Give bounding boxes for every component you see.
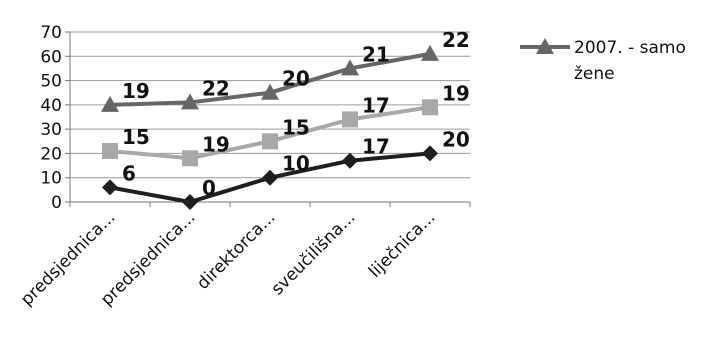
data-label: 6	[122, 161, 136, 185]
y-tick-label: 20	[40, 144, 62, 164]
data-label: 20	[282, 67, 310, 91]
legend-label-line1: 2007. - samo	[574, 38, 686, 58]
series-2	[102, 99, 438, 167]
series-3	[101, 44, 439, 112]
x-category-label: sveučilišna...	[268, 207, 360, 299]
y-tick-label: 10	[40, 169, 62, 189]
triangle-marker	[181, 93, 199, 110]
y-tick-label: 50	[40, 72, 62, 92]
data-label: 19	[202, 132, 230, 156]
triangle-marker	[101, 95, 119, 112]
diamond-marker	[342, 152, 358, 169]
square-marker	[102, 143, 118, 159]
y-axis: 0 10 20 30 40 50 60 70	[40, 23, 71, 213]
legend: 2007. - samo žene	[520, 38, 686, 84]
y-tick-label: 60	[40, 47, 62, 67]
square-marker	[342, 111, 358, 128]
triangle-marker	[341, 59, 359, 76]
legend-label-line2: žene	[574, 64, 615, 84]
x-category-label: direktorca...	[193, 207, 279, 293]
data-label: 17	[362, 93, 390, 117]
data-labels: 6 0 10 17 20 15 19 15 17 19 19 22 20 21 22	[122, 28, 470, 200]
data-label: 22	[202, 76, 230, 100]
diamond-marker	[182, 194, 198, 210]
square-marker	[262, 133, 278, 150]
data-label: 20	[442, 127, 470, 151]
data-label: 15	[282, 115, 310, 139]
y-tick-label: 40	[40, 96, 62, 116]
data-label: 19	[442, 81, 470, 105]
triangle-marker	[261, 83, 279, 100]
data-label: 10	[282, 152, 310, 176]
x-category-label: liječnica...	[365, 207, 440, 282]
diamond-marker	[102, 179, 118, 196]
data-label: 19	[122, 79, 150, 103]
y-tick-label: 30	[40, 120, 62, 140]
diamond-marker	[262, 169, 278, 186]
triangle-marker	[421, 44, 439, 61]
data-label: 0	[202, 176, 216, 200]
y-tick-label: 70	[40, 23, 62, 43]
data-label: 17	[362, 135, 390, 159]
series-1	[102, 145, 438, 210]
data-label: 15	[122, 125, 150, 149]
square-marker	[182, 150, 198, 167]
series-group	[101, 44, 439, 210]
legend-triangle-marker	[536, 38, 554, 54]
y-tick-label: 0	[51, 193, 62, 213]
square-marker	[422, 99, 438, 116]
diamond-marker	[422, 145, 438, 162]
x-axis: predsjednica...predsjednica...direktorca…	[17, 201, 471, 310]
data-label: 22	[442, 28, 470, 52]
data-label: 21	[362, 42, 390, 66]
